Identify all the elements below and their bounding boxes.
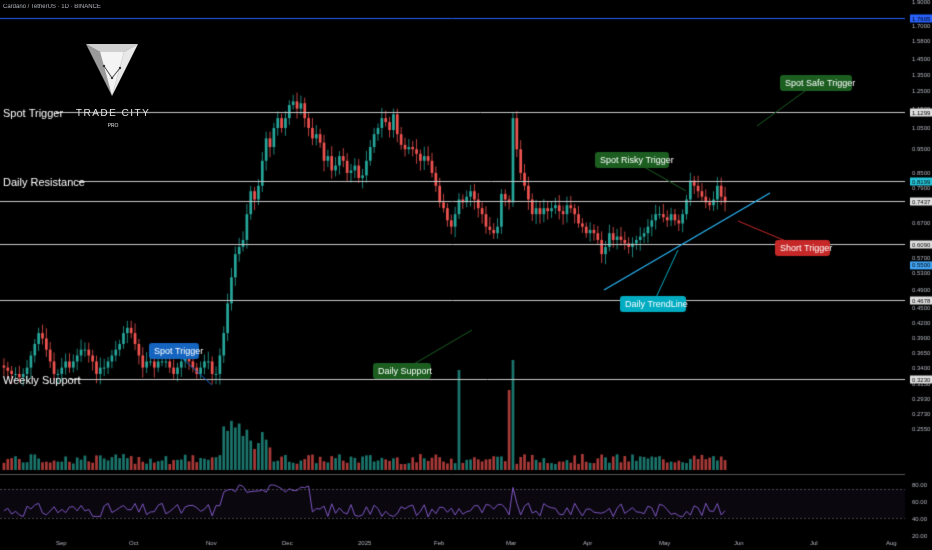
logo-cube-icon xyxy=(86,44,138,96)
logo-suffix: PRO xyxy=(107,123,119,129)
trade-city-logo: TRADE CITY PRO xyxy=(72,38,152,129)
logo-name: TRADE CITY xyxy=(75,108,151,119)
symbol-header: Cardano / TetherUS · 1D · BINANCE xyxy=(3,4,101,10)
